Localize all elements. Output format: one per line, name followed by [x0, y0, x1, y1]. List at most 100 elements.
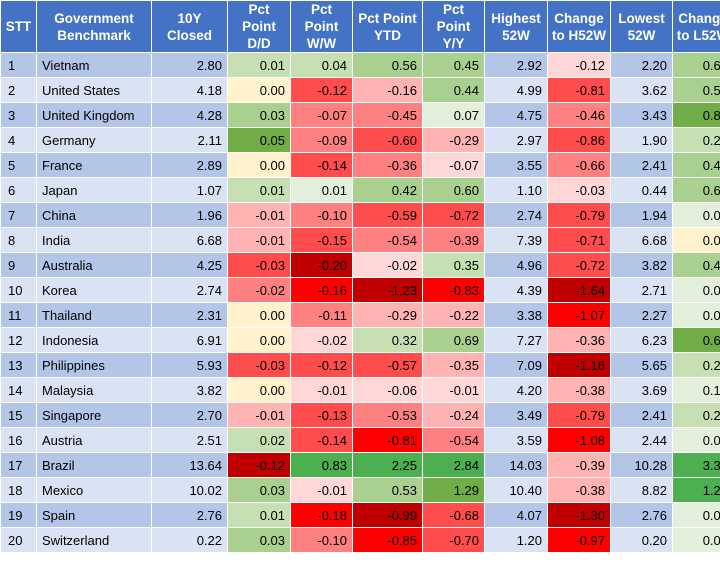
cell-low52w: 2.44 — [610, 427, 673, 453]
cell-closed: 6.68 — [151, 227, 228, 253]
cell-low52w: 2.76 — [610, 502, 673, 528]
cell-low52w: 2.41 — [610, 152, 673, 178]
cell-benchmark: India — [36, 227, 152, 253]
cell-ww: -0.02 — [290, 327, 353, 353]
cell-ytd: -0.57 — [352, 352, 423, 378]
cell-benchmark: Indonesia — [36, 327, 152, 353]
cell-change-l52w: 0.04 — [672, 277, 720, 303]
cell-yy: -0.01 — [422, 377, 485, 403]
header-dd: Pct Point D/D — [227, 0, 291, 53]
cell-ww: -0.13 — [290, 402, 353, 428]
cell-ytd: -0.59 — [352, 202, 423, 228]
header-ww: Pct Point W/W — [290, 0, 353, 53]
cell-high52w: 1.10 — [484, 177, 548, 203]
cell-low52w: 8.82 — [610, 477, 673, 503]
cell-yy: 1.29 — [422, 477, 485, 503]
header-benchmark: Government Benchmark — [36, 0, 152, 53]
cell-high52w: 10.40 — [484, 477, 548, 503]
cell-dd: 0.03 — [227, 527, 291, 553]
cell-stt: 2 — [0, 77, 37, 103]
cell-low52w: 3.82 — [610, 252, 673, 278]
cell-high52w: 14.03 — [484, 452, 548, 478]
cell-closed: 2.89 — [151, 152, 228, 178]
cell-yy: -0.68 — [422, 502, 485, 528]
cell-change-h52w: -0.12 — [547, 52, 611, 78]
cell-low52w: 3.43 — [610, 102, 673, 128]
cell-change-h52w: -0.79 — [547, 402, 611, 428]
cell-high52w: 2.74 — [484, 202, 548, 228]
cell-ww: 0.01 — [290, 177, 353, 203]
cell-change-h52w: -0.81 — [547, 77, 611, 103]
header-ytd: Pct Point YTD — [352, 0, 423, 53]
cell-closed: 3.82 — [151, 377, 228, 403]
cell-ytd: -0.53 — [352, 402, 423, 428]
cell-change-h52w: -0.66 — [547, 152, 611, 178]
cell-change-h52w: -0.97 — [547, 527, 611, 553]
cell-benchmark: France — [36, 152, 152, 178]
cell-ytd: 0.32 — [352, 327, 423, 353]
cell-dd: 0.00 — [227, 377, 291, 403]
cell-stt: 17 — [0, 452, 37, 478]
cell-benchmark: Thailand — [36, 302, 152, 328]
cell-ww: -0.16 — [290, 277, 353, 303]
cell-ww: -0.12 — [290, 77, 353, 103]
cell-ytd: -0.85 — [352, 527, 423, 553]
cell-ytd: -0.60 — [352, 127, 423, 153]
cell-benchmark: Japan — [36, 177, 152, 203]
table-row: 19 Spain 2.76 0.01 -0.18 -0.99 -0.68 4.07 -1.30 2… — [0, 502, 720, 528]
cell-closed: 2.76 — [151, 502, 228, 528]
cell-yy: 0.44 — [422, 77, 485, 103]
cell-closed: 2.11 — [151, 127, 228, 153]
cell-benchmark: Mexico — [36, 477, 152, 503]
header-closed: 10Y Closed — [151, 0, 228, 53]
cell-high52w: 1.20 — [484, 527, 548, 553]
cell-change-l52w: 0.01 — [672, 502, 720, 528]
cell-dd: -0.03 — [227, 252, 291, 278]
cell-high52w: 4.75 — [484, 102, 548, 128]
cell-stt: 10 — [0, 277, 37, 303]
cell-dd: 0.00 — [227, 152, 291, 178]
cell-stt: 11 — [0, 302, 37, 328]
cell-stt: 12 — [0, 327, 37, 353]
cell-yy: -0.22 — [422, 302, 485, 328]
table-row: 14 Malaysia 3.82 0.00 -0.01 -0.06 -0.01 4.20 -0.… — [0, 377, 720, 403]
cell-change-h52w: -0.03 — [547, 177, 611, 203]
cell-ww: -0.01 — [290, 477, 353, 503]
cell-change-l52w: 0.03 — [672, 527, 720, 553]
table-row: 20 Switzerland 0.22 0.03 -0.10 -0.85 -0.70 1.20… — [0, 527, 720, 553]
cell-ww: -0.12 — [290, 352, 353, 378]
cell-change-h52w: -0.72 — [547, 252, 611, 278]
table-body: 1 Vietnam 2.80 0.01 0.04 0.56 0.45 2.92 -0.12 2.2… — [0, 52, 720, 553]
cell-dd: -0.02 — [227, 277, 291, 303]
cell-stt: 5 — [0, 152, 37, 178]
cell-high52w: 3.55 — [484, 152, 548, 178]
cell-high52w: 4.20 — [484, 377, 548, 403]
cell-dd: -0.12 — [227, 452, 291, 478]
cell-ytd: 0.42 — [352, 177, 423, 203]
cell-ytd: 0.53 — [352, 477, 423, 503]
cell-change-l52w: 0.13 — [672, 377, 720, 403]
cell-yy: -0.35 — [422, 352, 485, 378]
cell-low52w: 10.28 — [610, 452, 673, 478]
cell-high52w: 4.99 — [484, 77, 548, 103]
cell-dd: 0.01 — [227, 177, 291, 203]
cell-high52w: 4.07 — [484, 502, 548, 528]
cell-yy: -0.83 — [422, 277, 485, 303]
cell-high52w: 2.92 — [484, 52, 548, 78]
cell-dd: -0.03 — [227, 352, 291, 378]
cell-change-l52w: 0.49 — [672, 152, 720, 178]
cell-ytd: -0.99 — [352, 502, 423, 528]
cell-change-l52w: 0.67 — [672, 327, 720, 353]
cell-dd: 0.00 — [227, 77, 291, 103]
cell-stt: 19 — [0, 502, 37, 528]
cell-ytd: -1.23 — [352, 277, 423, 303]
cell-change-l52w: 0.60 — [672, 52, 720, 78]
cell-low52w: 5.65 — [610, 352, 673, 378]
cell-yy: 0.69 — [422, 327, 485, 353]
cell-ytd: -0.81 — [352, 427, 423, 453]
cell-yy: -0.54 — [422, 427, 485, 453]
cell-dd: 0.00 — [227, 327, 291, 353]
table-row: 5 France 2.89 0.00 -0.14 -0.36 -0.07 3.55 -0.66 2… — [0, 152, 720, 178]
cell-change-l52w: 0.42 — [672, 252, 720, 278]
cell-low52w: 6.23 — [610, 327, 673, 353]
